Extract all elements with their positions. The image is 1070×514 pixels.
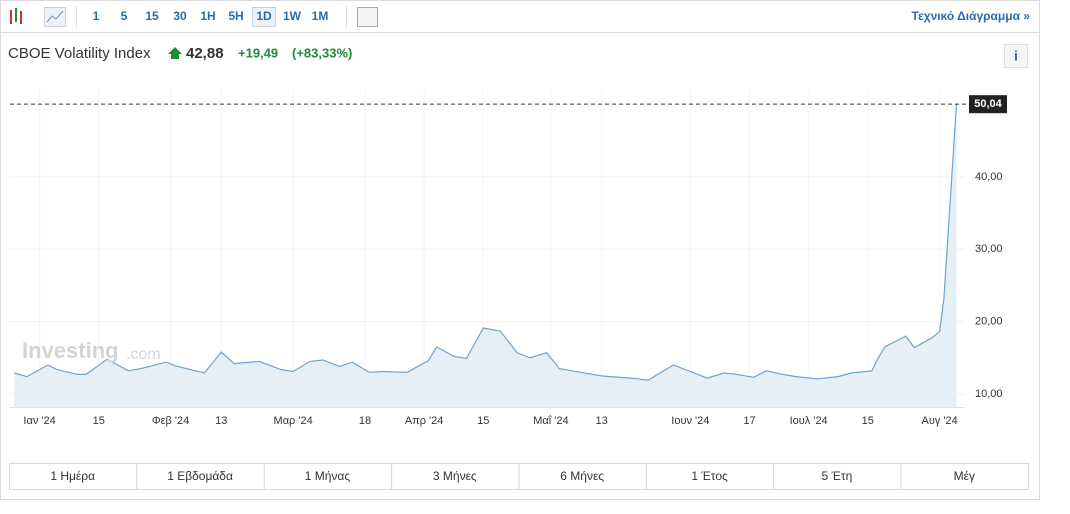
range-button[interactable] [391, 463, 520, 490]
x-tick-label: Αυγ '24 [922, 415, 958, 427]
x-tick-label: Φεβ '24 [152, 415, 189, 427]
x-tick-label: 13 [215, 415, 227, 427]
frame [0, 0, 1040, 500]
interval-button[interactable]: 1W [283, 9, 302, 23]
x-tick-label: Μαΐ '24 [533, 415, 568, 427]
table-icon[interactable] [357, 7, 378, 27]
range-button[interactable] [645, 463, 775, 490]
price: 42,88 [186, 45, 224, 62]
range-label: 1 Εβδομάδα [167, 469, 233, 483]
range-button[interactable] [773, 463, 902, 490]
x-tick-label: Απρ '24 [405, 415, 444, 427]
info-button[interactable] [1004, 44, 1028, 68]
range-label: Μέγ [954, 469, 975, 483]
active-interval-box [252, 7, 276, 27]
interval-button[interactable]: 30 [173, 9, 187, 23]
range-label: 1 Έτος [691, 469, 728, 483]
x-tick-label: 15 [93, 415, 105, 427]
range-button[interactable] [263, 463, 393, 490]
y-tick-label: 10,00 [975, 388, 1003, 400]
price-line-series [14, 104, 958, 381]
change: +19,49 [238, 45, 278, 60]
interval-button[interactable]: 1M [312, 9, 329, 23]
x-tick-label: Ιουλ '24 [790, 415, 828, 427]
interval-button[interactable]: 1H [200, 9, 215, 23]
up-arrow [168, 47, 182, 59]
watermark-brand: Investing [22, 338, 119, 363]
area-fill [14, 104, 957, 407]
range-button[interactable] [900, 463, 1029, 490]
x-tick-label: 18 [359, 415, 371, 427]
range-label: 6 Μήνες [560, 469, 604, 483]
x-tick-label: Μαρ '24 [274, 415, 313, 427]
last-price-label: 50,04 [974, 98, 1002, 110]
range-label: 1 Ημέρα [50, 469, 95, 483]
x-tick-label: Ιαν '24 [23, 415, 55, 427]
x-tick-label: Ιουν '24 [671, 415, 709, 427]
y-tick-label: 40,00 [975, 171, 1003, 183]
range-button[interactable] [518, 463, 647, 490]
watermark-suffix: .com [126, 346, 161, 363]
y-tick-label: 30,00 [975, 243, 1003, 255]
x-tick-label: 13 [595, 415, 607, 427]
line-icon-glyph [46, 10, 64, 23]
line-chart-icon[interactable] [44, 7, 66, 27]
range-button[interactable] [9, 463, 138, 490]
candle-icon[interactable] [10, 8, 22, 24]
info-label: i [1014, 48, 1018, 64]
x-tick-label: 15 [862, 415, 874, 427]
change-pct: (+83,33%) [292, 45, 352, 60]
range-label: 1 Μήνας [305, 469, 351, 483]
x-tick-label: 17 [743, 415, 755, 427]
x-tick-label: 15 [477, 415, 489, 427]
last-price-box [969, 95, 1007, 114]
technical-chart-link[interactable]: Τεχνικό Διάγραμμα » [912, 9, 1031, 23]
interval-button[interactable]: 1 [93, 9, 100, 23]
range-label: 3 Μήνες [433, 469, 477, 483]
interval-button[interactable]: 1D [256, 9, 272, 23]
interval-button[interactable]: 15 [145, 9, 159, 23]
instrument-name: CBOE Volatility Index [8, 45, 151, 62]
interval-button[interactable]: 5 [121, 9, 128, 23]
y-tick-label: 20,00 [975, 316, 1003, 328]
range-label: 5 Έτη [822, 469, 853, 483]
interval-button[interactable]: 5H [228, 9, 243, 23]
